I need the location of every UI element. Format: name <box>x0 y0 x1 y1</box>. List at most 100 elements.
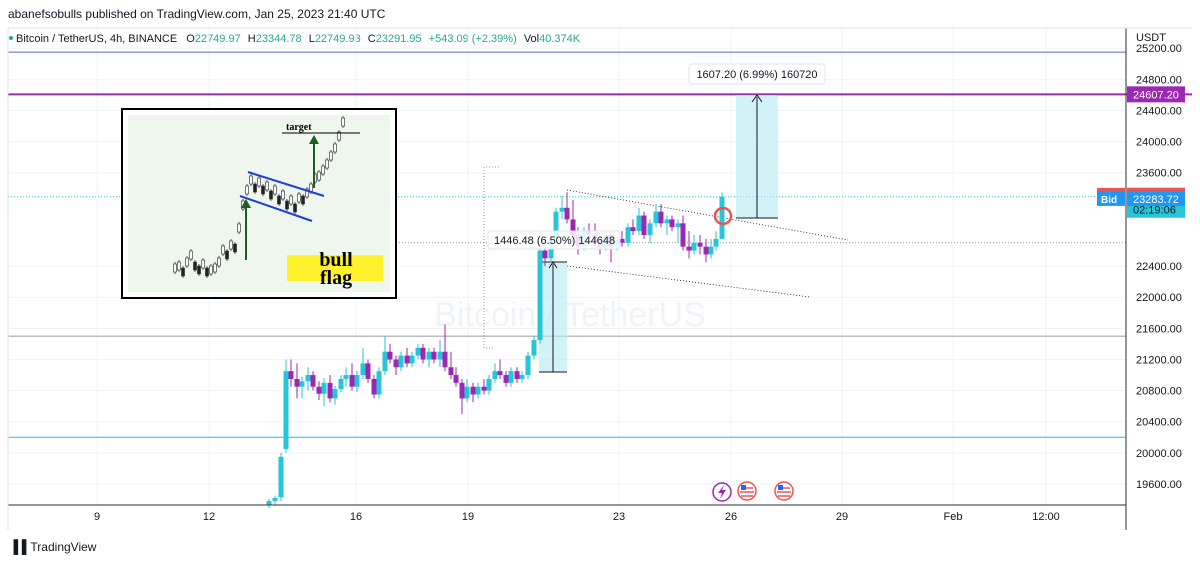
candle <box>448 351 454 379</box>
candle <box>310 371 316 391</box>
candle <box>719 192 725 239</box>
inset-candle <box>285 200 289 210</box>
inset-candle <box>225 250 229 260</box>
inset-candle <box>209 265 213 275</box>
price-axis-currency: USDT <box>1136 32 1166 44</box>
inset-candle <box>265 181 269 191</box>
candle <box>332 385 338 405</box>
bid-tag: Bid 23283.72 <box>1097 190 1185 206</box>
candle <box>630 219 636 235</box>
price-axis-labels: 25200.00 24800.00 24400.00 24000.00 23600.00… <box>1097 43 1185 491</box>
inset-candle <box>301 195 305 205</box>
inset-candle <box>333 143 337 153</box>
candle <box>398 351 404 372</box>
candle <box>442 324 448 372</box>
candle <box>404 347 410 368</box>
svg-text:1446.48 (6.50%) 144648: 1446.48 (6.50%) 144648 <box>494 235 615 247</box>
candle <box>343 367 349 387</box>
inset-candle <box>277 195 281 205</box>
candle <box>354 371 360 393</box>
open-key: O <box>186 33 195 45</box>
inset-candle <box>273 185 277 195</box>
inset-candle <box>261 185 265 195</box>
candle <box>475 382 481 399</box>
measure-left-label: 1446.48 (6.50%) 144648 <box>487 230 621 250</box>
inset-candle <box>173 263 177 273</box>
candle <box>327 375 333 403</box>
candle <box>349 363 355 391</box>
measure-top-label: 1607.20 (6.99%) 160720 <box>688 63 826 85</box>
candle <box>409 351 415 368</box>
candle <box>691 234 697 255</box>
svg-text:Bid: Bid <box>1101 195 1117 206</box>
inset-flag-label-1: bull <box>319 249 353 271</box>
time-tick-label: 26 <box>725 511 737 523</box>
candle <box>703 238 709 263</box>
candle <box>664 215 670 235</box>
inset-candle <box>305 188 309 198</box>
candle <box>519 371 525 383</box>
candle <box>713 231 719 251</box>
inset-candle <box>297 193 301 203</box>
price-tick-label: 21600.00 <box>1136 323 1182 335</box>
candle <box>636 207 642 235</box>
measure-target <box>736 94 778 219</box>
candle <box>316 381 322 400</box>
time-tick-label: 19 <box>462 511 474 523</box>
candle <box>415 343 421 360</box>
change-value: +543.09 (+2.39%) <box>429 33 517 45</box>
candle <box>420 343 426 364</box>
vol-value: 40.374K <box>539 33 581 45</box>
candle <box>680 215 686 251</box>
close-value: 23291.95 <box>376 33 422 45</box>
measure-pole <box>539 261 567 373</box>
candle <box>294 363 300 399</box>
inset-candle <box>337 131 341 141</box>
candle <box>431 347 437 364</box>
candle <box>675 219 681 243</box>
price-tick-label: 20800.00 <box>1136 386 1182 398</box>
candle <box>288 359 294 387</box>
inset-candle <box>193 261 197 271</box>
candle <box>686 231 692 259</box>
time-tick-label: 12 <box>203 511 215 523</box>
candle <box>393 355 399 376</box>
inset-candle <box>177 261 181 271</box>
publish-line: abanefsobulls published on TradingView.c… <box>8 7 386 21</box>
live-dot-icon <box>9 36 13 40</box>
candle <box>492 363 498 383</box>
inset-candle <box>325 159 329 169</box>
time-tick-label: 9 <box>94 511 100 523</box>
inset-candle <box>181 267 185 277</box>
inset-candle <box>197 265 201 275</box>
price-axis[interactable]: USDT <box>1136 32 1166 44</box>
svg-text:Bitcoin / TetherUS, 4h, BINANC: Bitcoin / TetherUS, 4h, BINANCE O22749.9… <box>16 33 581 45</box>
candle <box>299 376 305 399</box>
candle <box>371 375 377 399</box>
candle <box>697 234 703 255</box>
inset-candle <box>233 243 237 253</box>
events-row[interactable] <box>712 481 794 502</box>
bull-flag-inset: target bull flag <box>121 108 397 299</box>
inset-candle <box>249 175 253 185</box>
inset-candle <box>221 245 225 255</box>
inset-candle <box>205 267 209 277</box>
price-tick-label: 19600.00 <box>1136 479 1182 491</box>
candle <box>708 238 714 259</box>
inset-candle <box>229 240 233 250</box>
candle <box>459 378 465 414</box>
candle <box>537 246 543 344</box>
candle <box>619 231 625 247</box>
legend-header: Bitcoin / TetherUS, 4h, BINANCE O22749.9… <box>9 33 581 45</box>
time-axis[interactable]: 9 12 16 19 23 26 29 Feb 12:00 <box>94 511 1060 523</box>
candle <box>559 196 565 220</box>
candle <box>514 367 520 383</box>
candle <box>508 367 514 387</box>
inset-candle <box>201 259 205 269</box>
inset-candle <box>341 117 345 127</box>
breakout-marker-icon <box>713 206 733 226</box>
candle <box>283 359 289 453</box>
inset-candle <box>317 171 321 181</box>
inset-candle <box>257 177 261 187</box>
